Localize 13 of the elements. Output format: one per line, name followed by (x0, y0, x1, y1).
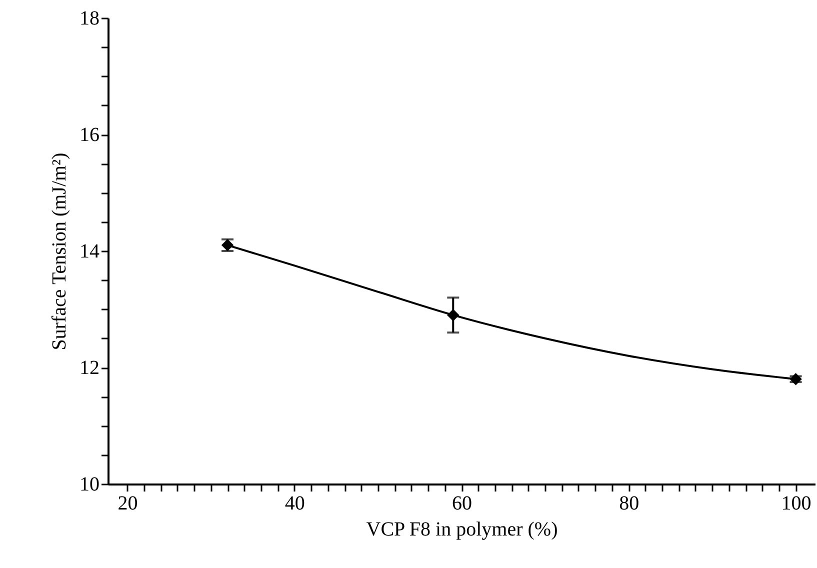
x-tick-label: 80 (619, 492, 640, 514)
y-tick-label: 18 (80, 8, 100, 30)
x-tick-label: 60 (452, 492, 472, 514)
x-axis-title: VCP F8 in polymer (%) (366, 518, 558, 540)
y-tick-label: 12 (80, 357, 100, 379)
x-tick-label: 20 (118, 492, 138, 514)
y-tick-label: 16 (80, 124, 100, 146)
y-tick-label: 14 (80, 240, 100, 262)
y-tick-label: 10 (80, 474, 100, 496)
x-tick-label: 40 (284, 492, 305, 514)
x-tick-label: 100 (781, 492, 812, 514)
point (447, 308, 460, 322)
y-axis-title: Surface Tension (mJ/m²) (48, 152, 70, 350)
